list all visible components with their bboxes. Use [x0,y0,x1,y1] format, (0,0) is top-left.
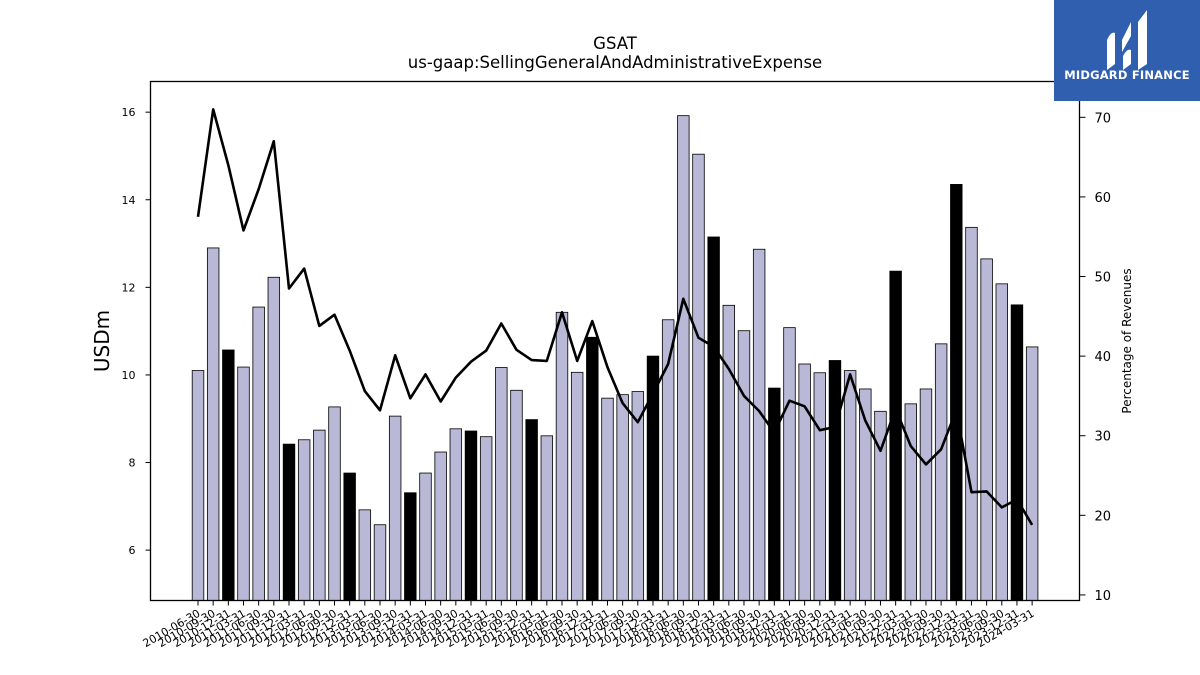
bar-2021-03-31 [843,370,857,601]
bar-2010-12-31 [222,349,235,601]
bar-2018-12-31 [707,236,720,601]
chart-title: GSAT [593,34,638,53]
y-tick-label: 8 [129,457,136,470]
bar-2010-06-30 [191,370,205,601]
bar-2019-09-30 [752,248,766,601]
bar-2011-09-30 [267,276,281,601]
bar-2020-03-31 [783,327,796,601]
midgard-m-icon [1107,10,1147,70]
chart-subtitle: us-gaap:SellingGeneralAndAdministrativeE… [408,53,822,72]
percentage-line [196,108,1034,526]
bar-2010-09-30 [206,247,220,601]
bar-2019-03-31 [722,304,736,601]
bar-2016-12-31 [586,336,599,601]
bar-2019-06-30 [737,330,751,601]
y-axis-right: 10 20 30 40 50 60 70 [1079,111,1112,604]
bar-2013-09-30 [388,415,402,601]
bar-2015-06-30 [495,367,508,601]
y2-tick-label: 10 [1095,589,1112,604]
y2-tick-label: 40 [1095,350,1112,365]
bar-2014-03-31 [419,472,432,601]
bar-2015-03-31 [479,436,493,601]
bar-2011-03-31 [237,366,250,601]
bar-2014-09-30 [449,428,463,601]
bar-2018-09-30 [692,153,705,601]
logo-text: MIDGARD FINANCE [1064,68,1190,82]
brand-logo: MIDGARD FINANCE [1054,0,1200,101]
line-series [196,108,1034,526]
bar-2024-03-31 [1025,346,1039,601]
bar-2012-09-30 [328,406,341,601]
bar-2020-12-31 [828,360,842,601]
y-tick-label: 16 [122,106,136,119]
bar-2014-12-31 [464,430,478,601]
bar-2016-09-30 [570,371,584,601]
bar-2011-06-30 [252,306,265,601]
bar-2016-03-31 [540,435,554,601]
bar-2014-06-30 [434,451,447,601]
bar-2020-09-30 [813,372,827,601]
y2-tick-label: 60 [1095,191,1112,206]
y-tick-label: 10 [122,369,136,382]
x-axis: 2010-06-302010-09-302010-12-312011-03-31… [141,600,1037,650]
bar-2023-03-31 [965,226,978,601]
y2-tick-label: 20 [1095,509,1112,524]
y-tick-label: 6 [129,544,136,557]
y2-axis-label: Percentage of Revenues [1120,268,1134,413]
bar-2020-06-30 [798,363,811,601]
bar-2013-06-30 [373,524,387,601]
bar-2015-09-30 [510,389,523,601]
y-axis-left: 6 8 10 12 14 16 [122,106,151,557]
bar-2013-03-31 [358,509,372,601]
bar-2023-06-30 [980,258,993,601]
y2-tick-label: 50 [1095,271,1112,286]
y-tick-label: 14 [122,194,136,207]
bar-2012-12-31 [343,472,356,601]
bar-2015-12-31 [525,419,538,601]
y2-tick-label: 70 [1095,111,1112,126]
y-tick-label: 12 [122,281,136,294]
y-axis-label: USDm [90,310,114,372]
bar-series [191,115,1039,601]
bar-2018-06-30 [677,115,690,601]
bar-2011-12-31 [282,443,296,601]
bar-2023-09-30 [995,283,1008,601]
bar-2021-12-31 [889,270,902,601]
bar-2022-09-30 [934,343,948,601]
bar-2017-03-31 [601,397,614,601]
bar-2022-12-31 [950,184,963,601]
bar-2013-12-31 [404,492,417,601]
y2-tick-label: 30 [1095,430,1112,445]
bar-2022-06-30 [919,388,933,601]
bar-2016-06-30 [555,311,569,601]
bar-2019-12-31 [768,387,781,601]
bar-2012-06-30 [313,429,326,601]
plot-frame [149,80,1081,602]
bar-2012-03-31 [297,439,311,601]
bar-2023-12-31 [1010,304,1024,601]
bar-2017-06-30 [616,394,629,601]
